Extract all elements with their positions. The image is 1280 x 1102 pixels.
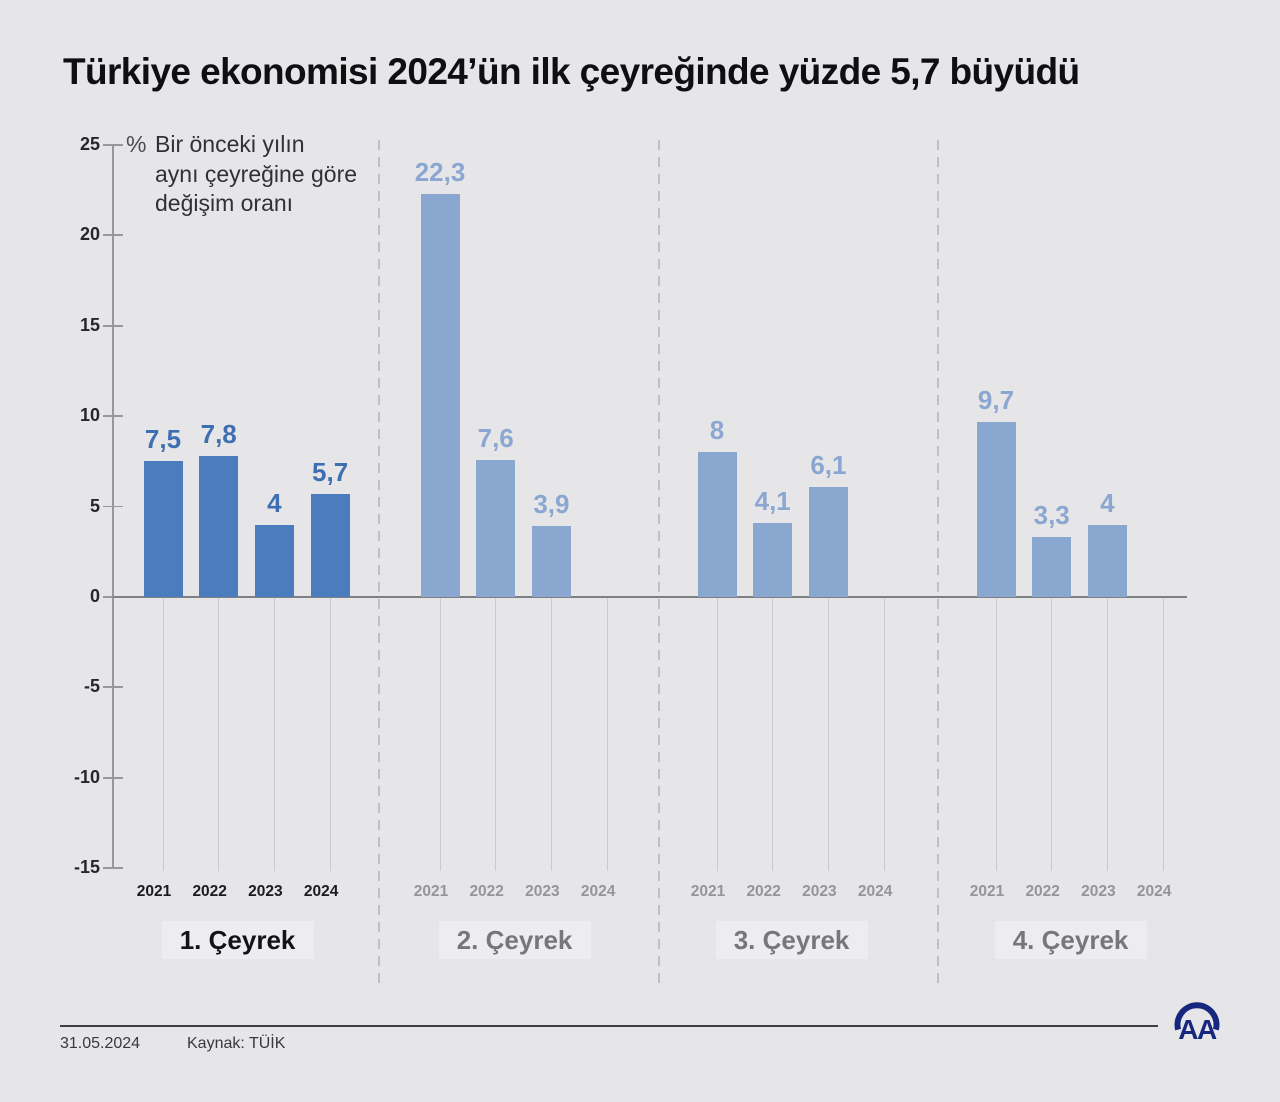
bar-value-label: 7,6 — [477, 422, 514, 453]
bar-value-label: 4 — [1100, 487, 1115, 518]
bar — [310, 493, 350, 597]
bar-value-label: 3,9 — [533, 489, 570, 520]
quarter-label: 1. Çeyrek — [161, 921, 314, 959]
year-label: 2021 — [969, 883, 1005, 900]
bar-value-label: 9,7 — [977, 384, 1015, 415]
y-tick-label: 10 — [79, 405, 100, 426]
year-label: 2023 — [525, 883, 560, 900]
year-gridline — [218, 598, 220, 871]
y-tick-label: 25 — [79, 134, 100, 154]
y-axis-unit-label: % — [126, 131, 147, 157]
chart-note-line: Bir önceki yılın — [155, 131, 305, 157]
y-tick — [103, 415, 123, 417]
year-label: 2022 — [1025, 883, 1060, 900]
year-label: 2024 — [857, 883, 893, 900]
bar — [420, 193, 460, 597]
year-label: 2022 — [469, 883, 504, 900]
aa-anadolu-agency-logo: AA — [1174, 1002, 1220, 1045]
year-gridline — [162, 598, 164, 871]
quarter-label: 3. Çeyrek — [715, 921, 868, 959]
quarter-label: 4. Çeyrek — [994, 921, 1147, 959]
y-tick — [103, 234, 123, 237]
y-tick — [103, 776, 123, 779]
y-tick — [103, 144, 123, 146]
chart-note: Bir önceki yılın aynı çeyreğine göre değ… — [155, 130, 357, 219]
bar — [1087, 524, 1127, 597]
y-tick-label: -5 — [83, 676, 100, 697]
bar — [143, 461, 183, 597]
year-label: 2024 — [1136, 883, 1172, 900]
bar — [753, 522, 793, 597]
year-label: 2024 — [580, 883, 616, 900]
year-label: 2023 — [248, 883, 283, 900]
bar — [697, 452, 737, 597]
y-tick — [103, 867, 123, 869]
footer-divider — [60, 1025, 1158, 1027]
bar-value-label: 8 — [709, 415, 725, 446]
year-gridline — [995, 598, 997, 871]
year-label: 2021 — [413, 883, 449, 900]
year-gridline — [716, 598, 718, 871]
year-gridline — [883, 598, 885, 871]
bar-value-label: 6,1 — [810, 449, 847, 480]
year-gridline — [550, 598, 552, 871]
year-gridline — [495, 598, 497, 871]
data-source: Kaynak: TÜİK — [187, 1035, 286, 1052]
chart-note-line: değişim oranı — [155, 190, 294, 216]
year-gridline — [1051, 598, 1053, 871]
y-tick — [103, 686, 123, 689]
year-label: 2021 — [136, 883, 172, 900]
year-label: 2023 — [802, 883, 837, 900]
bar — [476, 459, 516, 597]
bar-value-label: 22,3 — [414, 156, 466, 187]
year-label: 2022 — [192, 883, 227, 900]
year-label: 2023 — [1081, 883, 1116, 900]
y-tick-label: 20 — [79, 224, 100, 245]
y-tick-label: 5 — [89, 495, 100, 516]
bar-value-label: 4 — [267, 487, 282, 518]
bar-value-label: 7,8 — [200, 418, 237, 449]
bar-value-label: 4,1 — [754, 485, 791, 516]
year-gridline — [273, 598, 275, 871]
x-axis — [113, 596, 1187, 598]
year-gridline — [606, 598, 608, 871]
year-label: 2024 — [303, 883, 339, 900]
bar — [531, 526, 571, 597]
bar-value-label: 3,3 — [1033, 500, 1070, 531]
year-gridline — [329, 598, 331, 871]
bar — [1032, 537, 1072, 597]
bar-value-label: 7,5 — [144, 424, 182, 455]
year-label: 2022 — [746, 883, 781, 900]
chart-note-line: aynı çeyreğine göre — [155, 160, 358, 187]
quarter-label: 2. Çeyrek — [438, 921, 591, 959]
bar — [976, 421, 1016, 597]
bar-value-label: 5,7 — [312, 456, 349, 487]
year-label: 2021 — [690, 883, 726, 900]
y-tick — [103, 505, 123, 508]
bar — [199, 455, 239, 597]
quarter-separator — [658, 140, 660, 986]
bar — [808, 486, 848, 597]
y-tick — [103, 324, 123, 327]
quarter-separator — [937, 140, 939, 986]
y-tick-label: 15 — [79, 314, 100, 335]
y-tick-label: 0 — [89, 586, 100, 606]
chart-title: Türkiye ekonomisi 2024’ün ilk çeyreğinde… — [63, 51, 1080, 92]
y-tick-label: -10 — [73, 766, 100, 787]
year-gridline — [827, 598, 829, 871]
quarter-separator — [378, 140, 380, 986]
year-gridline — [1106, 598, 1108, 871]
y-tick-label: -15 — [73, 857, 100, 878]
svg-text:AA: AA — [1178, 1014, 1217, 1045]
year-gridline — [1162, 598, 1164, 871]
publish-date: 31.05.2024 — [60, 1035, 141, 1052]
year-gridline — [772, 598, 774, 871]
bar — [254, 524, 294, 597]
year-gridline — [439, 598, 441, 871]
